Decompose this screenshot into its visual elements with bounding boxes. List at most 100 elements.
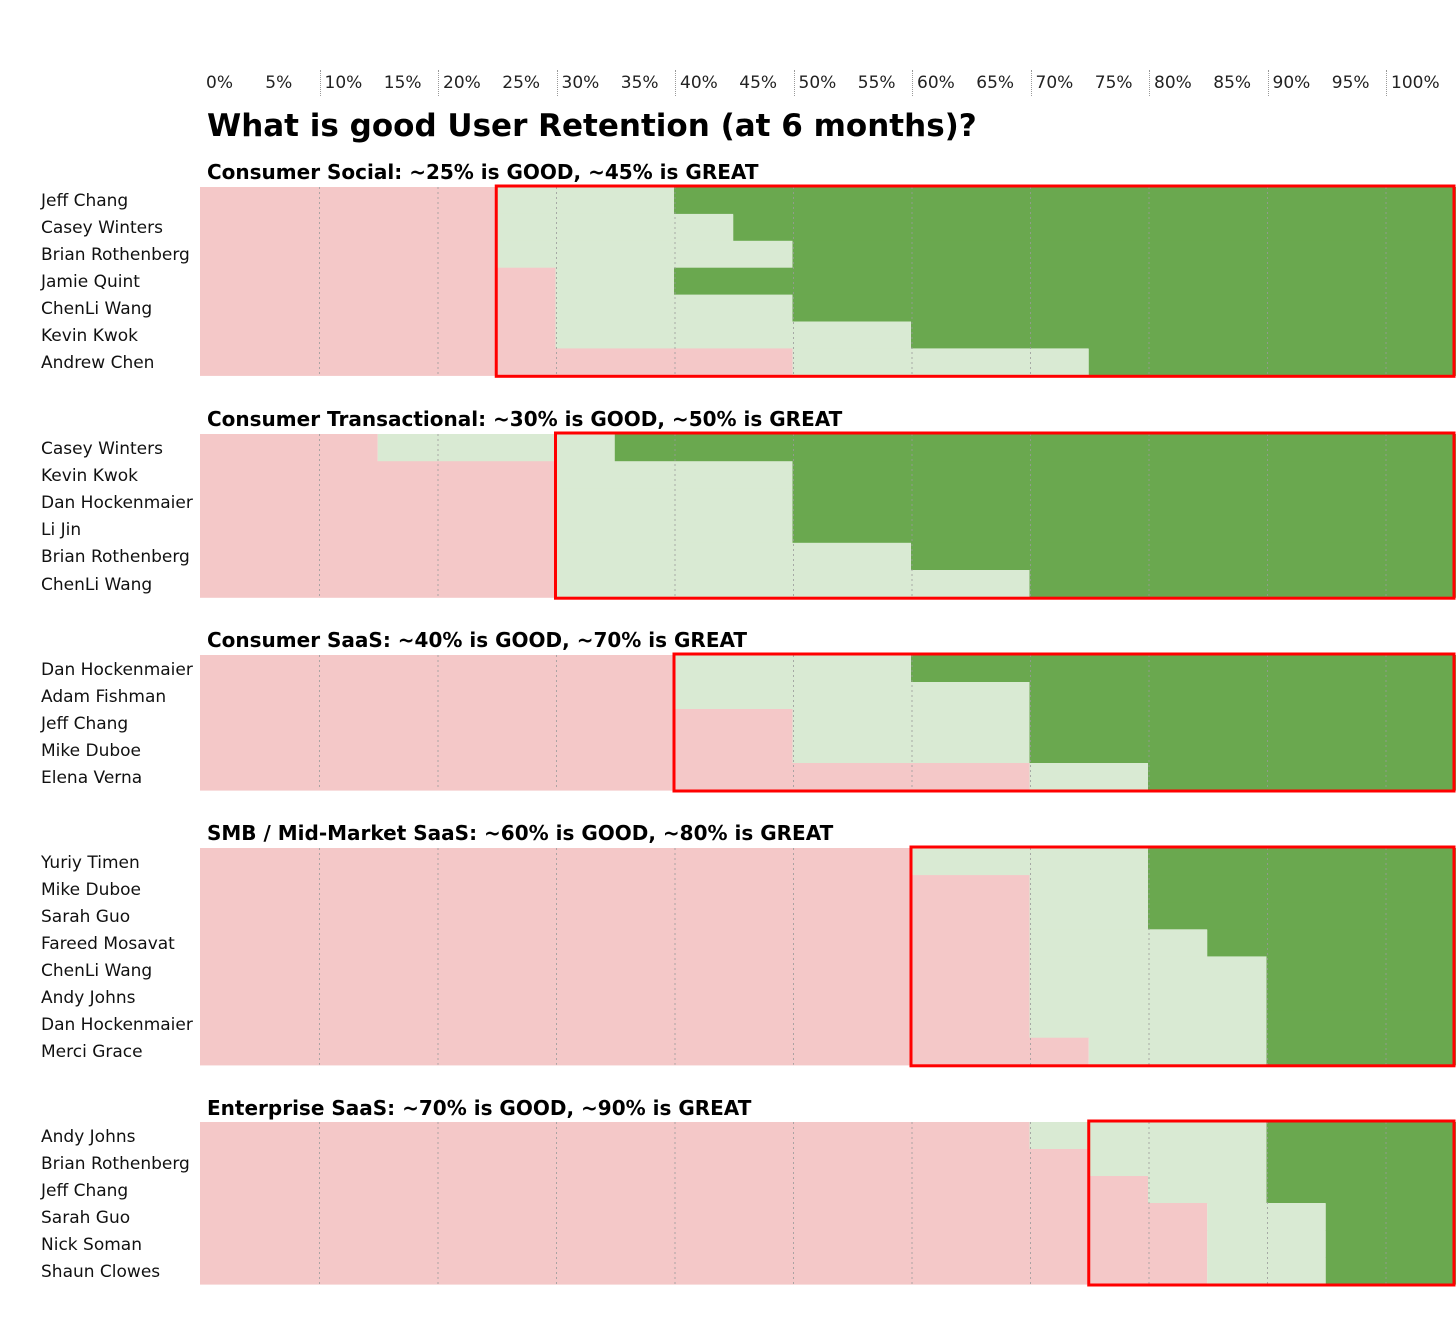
cell-great [1029,709,1456,737]
cell-great [674,267,1456,296]
cell-bad [200,929,1030,957]
cell-bad [200,267,556,296]
cell-bad [200,1122,1030,1150]
cell-great [1266,1010,1456,1039]
cell-good [792,348,1089,376]
tick-separator [556,70,558,96]
cell-great [614,434,1456,462]
x-tick-label: 70% [1035,73,1074,93]
cell-bad [200,1010,1030,1039]
cell-great [1207,929,1456,957]
tick-separator [1386,70,1387,96]
section-heatmap [200,1119,1456,1287]
tick-separator [1149,70,1150,96]
cell-good [1029,902,1148,930]
cell-good [1088,1149,1267,1177]
cell-good [792,736,1030,764]
x-tick-label: 10% [324,73,363,93]
x-tick-label: 45% [739,73,778,93]
good-threshold-box [672,652,1456,793]
cell-good [1148,1176,1267,1204]
row-label: Adam Fishman [41,686,167,707]
row-label: Kevin Kwok [41,325,139,346]
x-tick-label: 5% [265,73,293,93]
x-tick-label: 0% [206,73,233,93]
section-title: Consumer Transactional: ~30% is GOOD, ~5… [207,407,843,431]
tick-separator [319,70,321,96]
tick-separator [793,70,795,96]
row-label: Nick Soman [41,1234,142,1255]
cell-great [792,240,1456,269]
cell-bad [200,763,1030,791]
x-tick-label: 50% [798,73,837,93]
x-tick-label: 80% [1154,73,1192,93]
cell-good [1029,1122,1267,1150]
cell-great [1148,848,1456,876]
cell-great [1148,902,1456,930]
cell-bad [200,682,674,710]
tick-separator [912,70,913,96]
x-tick-label: 85% [1213,73,1252,93]
section-title: Consumer Social: ~25% is GOOD, ~45% is G… [207,160,759,184]
cell-great [1266,1176,1456,1204]
cell-bad [200,709,793,737]
cell-great [1029,736,1456,764]
row-label: Brian Rothenberg [41,547,190,568]
row-label: Brian Rothenberg [41,1153,190,1174]
cell-bad [200,1257,1208,1285]
x-tick-label: 30% [561,73,600,93]
row-label: Andy Johns [41,988,136,1009]
cell-great [911,542,1456,571]
cell-good [555,267,674,296]
cell-bad [200,488,556,517]
cell-great [1325,1230,1456,1258]
x-tick-label: 25% [502,73,541,93]
row-label: Sarah Guo [41,906,131,927]
cell-good [911,848,1148,876]
row-label: ChenLi Wang [41,574,153,595]
row-label: Merci Grace [41,1042,143,1063]
chart-title: What is good User Retention (at 6 months… [207,108,977,144]
x-tick-label: 15% [383,73,422,93]
cell-bad [200,655,674,683]
tick-separator [675,70,676,96]
cell-great [792,294,1456,323]
cell-great [1266,1037,1456,1066]
cell-good [1207,1230,1326,1258]
row-label: Yuriy Timen [41,852,140,873]
row-label: Mike Duboe [41,740,142,761]
cell-great [1266,983,1456,1012]
good-threshold-box [909,845,1456,1068]
cell-great [674,187,1456,215]
cell-bad [200,1203,1208,1231]
row-label: Casey Winters [41,218,163,239]
cell-good [1029,1010,1267,1039]
cell-good [555,515,793,544]
x-tick-label: 35% [620,73,659,93]
cell-bad [200,956,1030,985]
good-threshold-box [494,184,1456,378]
section-heatmap [200,184,1456,378]
cell-bad [200,542,556,571]
cell-good [1207,1203,1326,1231]
cell-good [555,542,911,571]
cell-great [1266,1149,1456,1177]
row-label: Kevin Kwok [41,465,139,486]
row-label: Andrew Chen [41,352,155,373]
cell-good [1029,929,1208,957]
row-label: ChenLi Wang [41,299,153,320]
row-label: Mike Duboe [41,879,142,900]
cell-good [555,461,793,489]
cell-great [1266,956,1456,985]
row-label: Jamie Quint [41,272,140,293]
cell-bad [200,875,1030,903]
row-label: Dan Hockenmaier [41,659,193,680]
cell-good [1029,983,1267,1012]
cell-good [377,434,615,462]
row-label: Elena Verna [41,767,143,788]
row-label: Shaun Clowes [41,1261,161,1282]
cell-great [1148,763,1456,791]
cell-bad [200,570,556,598]
cell-great [733,213,1456,242]
cell-great [1325,1203,1456,1231]
